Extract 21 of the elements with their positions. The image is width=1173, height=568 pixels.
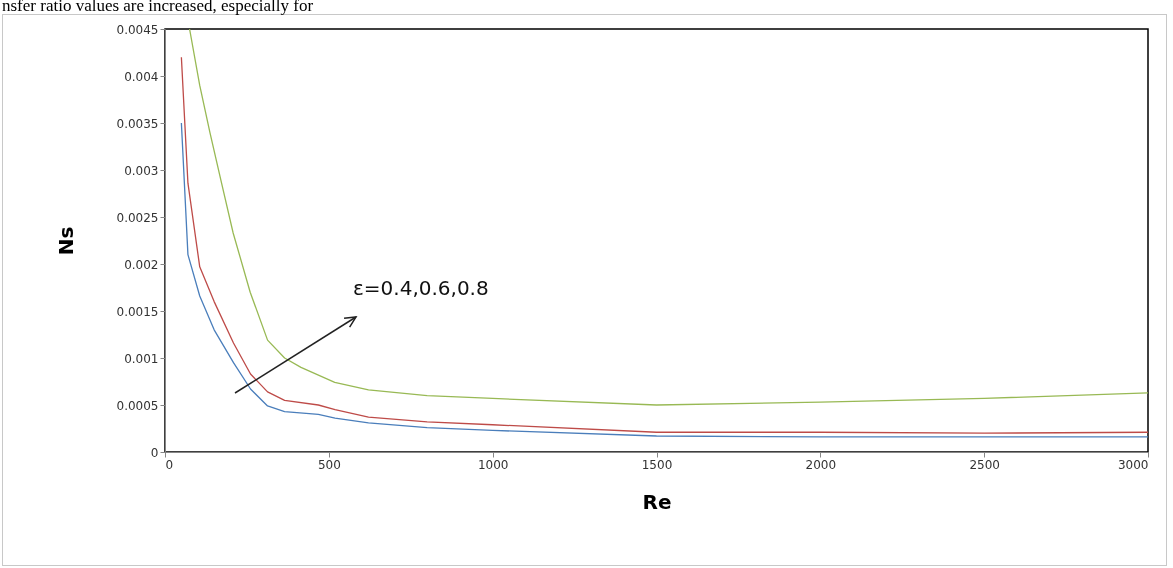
y-axis-title: Ns xyxy=(53,226,78,256)
line-series xyxy=(180,122,1148,438)
y-tick-label: 0 xyxy=(150,445,159,460)
y-tick-label: 0.0045 xyxy=(116,22,159,37)
y-tick-label: 0.002 xyxy=(124,257,159,272)
y-tick-label: 0.0015 xyxy=(116,304,159,319)
annotation: ε=0.4,0.6,0.8 xyxy=(353,276,489,300)
y-tick-label: 0.004 xyxy=(124,69,159,84)
y-tick-label: 0.0035 xyxy=(116,116,159,131)
x-tick-label: 500 xyxy=(317,457,341,472)
y-tick-label: 0.003 xyxy=(124,163,159,178)
x-tick-label: 1000 xyxy=(477,457,509,472)
x-tick-label: 1500 xyxy=(641,457,673,472)
x-tick-label: 3000 xyxy=(1117,457,1149,472)
x-tick-label: 2500 xyxy=(969,457,1000,472)
x-tick-label: 0 xyxy=(165,457,174,472)
x-axis-title: Re xyxy=(642,489,672,514)
x-tick-label: 2000 xyxy=(805,457,837,472)
y-tick-label: 0.0005 xyxy=(116,398,159,413)
y-tick-label: 0.0025 xyxy=(116,210,159,225)
y-tick-label: 0.001 xyxy=(124,351,159,366)
